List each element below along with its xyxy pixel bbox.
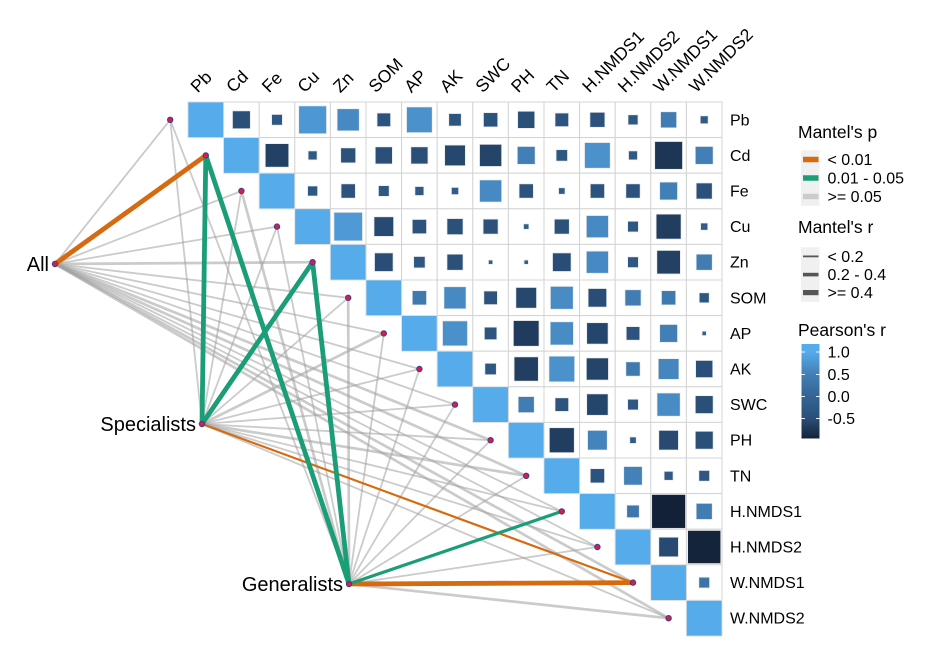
svg-text:-0.5: -0.5 [828,411,856,428]
svg-text:SOM: SOM [730,290,766,307]
svg-text:Cd: Cd [730,148,750,165]
svg-text:Fe: Fe [730,184,749,201]
svg-text:Mantel's r: Mantel's r [798,217,873,237]
svg-text:PH: PH [730,433,752,450]
svg-text:H.NMDS2: H.NMDS2 [730,540,802,557]
svg-text:>= 0.05: >= 0.05 [828,189,882,206]
svg-text:Cu: Cu [730,219,750,236]
svg-text:W.NMDS2: W.NMDS2 [730,611,805,628]
svg-text:0.01 - 0.05: 0.01 - 0.05 [828,171,905,188]
svg-text:TN: TN [730,468,751,485]
svg-text:0.2 - 0.4: 0.2 - 0.4 [828,267,887,284]
svg-text:Zn: Zn [730,255,749,272]
svg-text:SWC: SWC [730,397,767,414]
svg-text:Pearson's r: Pearson's r [798,320,886,340]
svg-text:Generalists: Generalists [242,574,343,596]
svg-text:All: All [27,254,49,276]
svg-text:>= 0.4: >= 0.4 [828,285,873,302]
svg-text:Mantel's p: Mantel's p [798,122,877,142]
svg-text:1.0: 1.0 [828,345,850,362]
svg-text:< 0.01: < 0.01 [828,152,873,169]
svg-text:0.5: 0.5 [828,367,850,384]
svg-text:W.NMDS1: W.NMDS1 [730,575,805,592]
svg-text:< 0.2: < 0.2 [828,249,864,266]
svg-text:Specialists: Specialists [100,414,196,436]
svg-text:Pb: Pb [730,112,750,129]
svg-text:0.0: 0.0 [828,389,850,406]
svg-text:AK: AK [730,362,752,379]
svg-text:AP: AP [730,326,751,343]
svg-text:H.NMDS1: H.NMDS1 [730,504,802,521]
